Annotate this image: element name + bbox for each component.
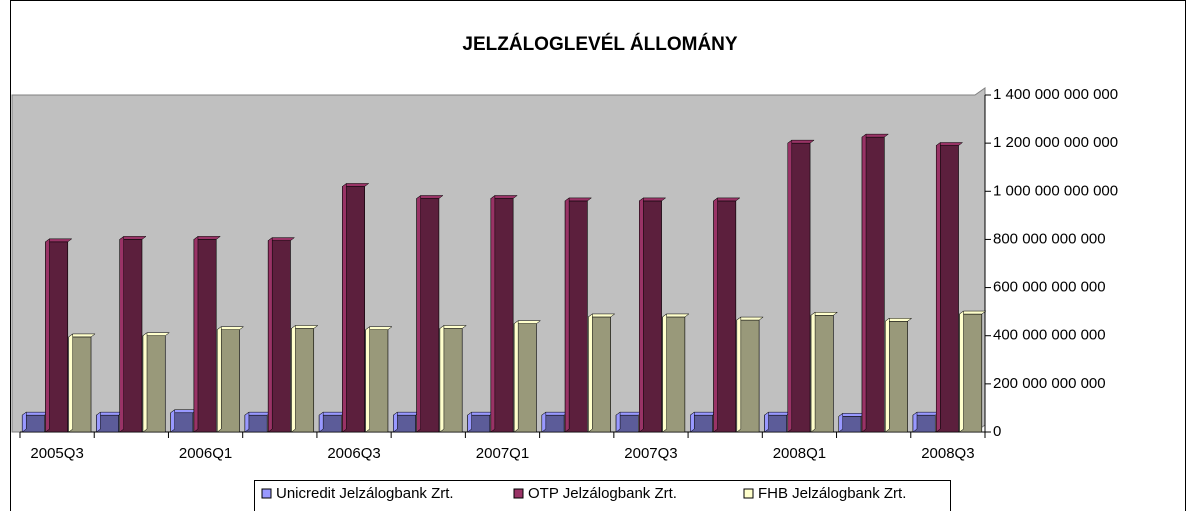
chart-title: JELZÁLOGLEVÉL ÁLLOMÁNY [462,33,737,55]
bar-side [787,139,793,433]
y-tick-label: 400 000 000 000 [993,327,1106,344]
bar-side [490,195,496,433]
x-tick-label: 2006Q3 [327,445,380,462]
bar-side [96,411,101,433]
bar-side [467,411,472,433]
y-tick-label: 800 000 000 000 [993,230,1106,247]
bar-side [564,197,570,433]
x-tick-label: 2007Q1 [476,445,529,462]
bar-side [713,197,718,433]
x-tick-label: 2008Q3 [921,445,974,462]
bar-side [639,197,644,433]
legend-swatch [513,488,524,499]
bar-side [912,411,918,433]
x-tick-label: 2005Q3 [30,445,83,462]
bar-side [936,142,941,433]
bar-side [513,320,519,433]
bar-side [119,235,124,433]
y-tick-label: 0 [993,423,1001,440]
bar-side [365,326,370,433]
legend-label: Unicredit Jelzálogbank Zrt. [276,485,454,502]
bar-side [959,310,964,433]
x-tick-label: 2007Q3 [624,445,677,462]
bar-side [838,412,844,433]
bar-side [885,317,890,433]
bar-side [541,411,547,433]
bar-side [439,324,445,433]
bar-side [244,411,250,433]
y-tick-label: 1 400 000 000 000 [993,86,1118,103]
legend-box [254,480,951,511]
bar-side [170,409,175,433]
legend: Unicredit Jelzálogbank Zrt. OTP Jelzálogb… [254,480,951,511]
bar-side [861,133,867,433]
bar-side [291,324,296,433]
bar-side [216,326,222,433]
bar-side [810,311,816,433]
y-tick-label: 200 000 000 000 [993,375,1106,392]
y-tick-label: 1 200 000 000 000 [993,134,1118,151]
legend-label: OTP Jelzálogbank Zrt. [528,485,677,502]
bar-side [764,411,769,433]
bar-side [267,237,273,433]
x-tick-label: 2006Q1 [179,445,232,462]
legend-swatch [743,488,754,499]
bar-side [193,235,199,433]
bar-side [736,316,742,433]
bar-side [615,411,621,433]
bar-side [690,411,695,433]
bar-side [318,411,324,433]
y-tick-label: 1 000 000 000 000 [993,182,1118,199]
y-tick-label: 600 000 000 000 [993,279,1106,296]
bar-side [662,313,667,433]
legend-swatch [261,488,272,499]
bar-side [68,333,74,433]
legend-label: FHB Jelzálogbank Zrt. [758,485,906,502]
bar-side [21,411,27,433]
bar-side [416,195,421,433]
bar-side [342,182,347,433]
bar-side [45,238,50,433]
x-tick-label: 2008Q1 [773,445,826,462]
bar-side [142,332,148,433]
bar-side [393,411,398,433]
bar-side [588,313,593,433]
